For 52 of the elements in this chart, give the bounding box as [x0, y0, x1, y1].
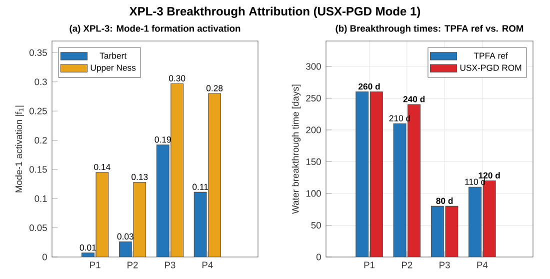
x-tick-label: P4	[477, 262, 488, 268]
x-tick-label: P2	[128, 262, 138, 268]
data-label: 0.14	[94, 164, 110, 170]
x-tick-label: P3	[165, 262, 176, 268]
data-label: 260 d	[358, 83, 380, 90]
legend-label: Upper Ness	[90, 64, 136, 72]
data-label: 0.19	[154, 136, 171, 143]
bar	[133, 182, 146, 257]
legend-label: TPFA ref	[474, 52, 508, 59]
bar	[118, 242, 132, 257]
data-label: 0.28	[206, 85, 223, 92]
data-label: 0.11	[192, 184, 208, 190]
data-label: 0.30	[168, 75, 186, 82]
data-label: 110 d	[465, 178, 485, 185]
chart-subtitle: (a) XPL-3: Mode-1 formation activation	[70, 24, 240, 34]
chart-subtitle: (b) Breakthrough times: TPFA ref vs. ROM	[336, 24, 524, 34]
y-axis-title: Water breakthrough time [days]	[292, 84, 301, 214]
bar	[194, 192, 207, 257]
x-tick-label: P1	[90, 262, 100, 268]
legend-label: USX-PGD ROM	[460, 64, 522, 71]
y-tick-label: 150	[306, 158, 321, 166]
bar	[170, 83, 184, 257]
y-tick-label: 0.1	[34, 195, 47, 202]
data-label: 0.01	[80, 244, 96, 251]
y-axis-title: Mode-1 activation |f$_{1}$|	[15, 106, 24, 192]
y-tick-label: 0	[42, 254, 47, 260]
y-tick-label: 300	[306, 63, 321, 70]
y-tick-label: 200	[306, 126, 321, 134]
y-tick-label: 0.05	[29, 224, 47, 232]
x-tick-label: P1	[364, 262, 375, 268]
data-label: 120 d	[478, 172, 500, 178]
bar	[156, 144, 170, 257]
x-tick-label: P3	[440, 262, 450, 268]
y-tick-label: 0.3	[34, 78, 47, 86]
legend-label: Tarbert	[100, 52, 127, 59]
x-tick-label: P2	[402, 262, 412, 268]
y-tick-label: 50	[311, 222, 321, 229]
x-tick-label: P4	[202, 262, 213, 268]
bar	[208, 93, 221, 257]
y-tick-label: 0.2	[34, 136, 47, 144]
y-tick-label: 0.35	[29, 49, 47, 56]
bar	[96, 172, 109, 257]
data-label: 0.13	[132, 174, 148, 180]
data-label: 0.03	[117, 233, 134, 240]
y-tick-label: 250	[306, 94, 321, 102]
y-tick-label: 0.25	[29, 108, 47, 114]
y-tick-label: 0.15	[29, 166, 47, 173]
data-label: 240 d	[403, 96, 425, 102]
y-tick-label: 100	[306, 190, 321, 197]
chart-title: XPL-3 Breakthrough Attribution (USX-PGD Mode 1)	[129, 6, 420, 18]
y-tick-label: 0	[316, 254, 321, 260]
data-label: 80 d	[436, 198, 453, 204]
